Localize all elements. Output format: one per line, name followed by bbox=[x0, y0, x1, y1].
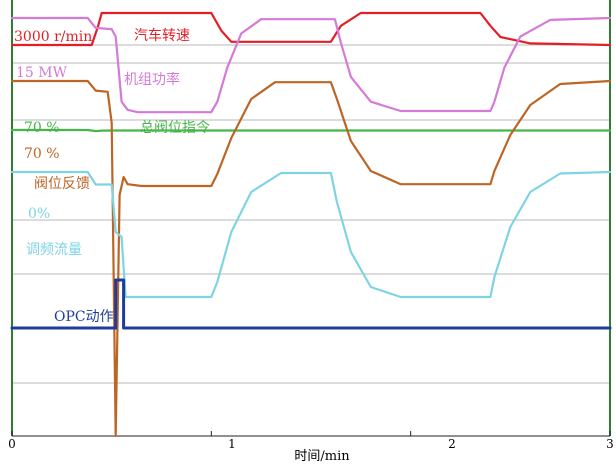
freq-name-label: 调频流量 bbox=[26, 242, 82, 258]
command-value-label: 70 % bbox=[24, 120, 60, 136]
speed-value-label: 3000 r/min bbox=[14, 29, 93, 45]
series-line-power bbox=[10, 16, 612, 114]
series-line-freq bbox=[10, 170, 612, 299]
opc-name-label: OPC动作 bbox=[54, 309, 114, 325]
feedback-name-label: 阀位反馈 bbox=[34, 176, 90, 192]
axes bbox=[11, 0, 611, 437]
gridlines bbox=[12, 44, 610, 384]
series-line-feedback bbox=[10, 79, 612, 438]
x-axis-title: 时间/min bbox=[294, 449, 350, 464]
power-name-label: 机组功率 bbox=[124, 72, 180, 88]
freq-value-label: 0% bbox=[28, 206, 51, 222]
feedback-value-label: 70 % bbox=[24, 146, 60, 162]
speed-name-label: 汽车转速 bbox=[134, 28, 190, 44]
x-tick-1: 1 bbox=[228, 437, 236, 451]
power-value-label: 15 MW bbox=[16, 65, 67, 81]
x-tick-3: 3 bbox=[606, 437, 614, 451]
series-line-speed bbox=[10, 11, 612, 47]
series-line-opc bbox=[10, 278, 612, 330]
x-tick-0: 0 bbox=[8, 437, 16, 451]
x-tick-2: 2 bbox=[448, 437, 456, 451]
series-line-command bbox=[10, 128, 612, 133]
series-lines bbox=[10, 11, 612, 438]
command-name-label: 总阀位指令 bbox=[140, 120, 210, 136]
